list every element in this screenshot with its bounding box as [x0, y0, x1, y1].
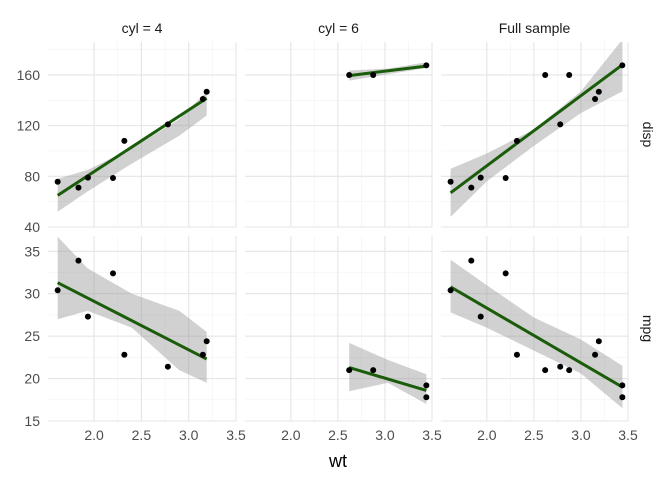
data-point [54, 178, 61, 185]
panel-mpg-2 [441, 236, 629, 422]
x-axis-title: wt [328, 451, 347, 471]
panel-data-mpg-0 [54, 236, 210, 383]
data-point [566, 71, 573, 78]
data-point [592, 96, 599, 103]
data-point [557, 363, 564, 370]
regression-line [348, 64, 427, 78]
data-point [370, 367, 377, 374]
panel-data-mpg-2 [447, 257, 626, 409]
panel-data-disp-0 [54, 88, 210, 212]
data-point [468, 184, 475, 191]
x-tick-label: 2.0 [281, 427, 301, 443]
data-point [423, 394, 430, 401]
facet-label-1: cyl = 6 [318, 20, 359, 36]
y-tick-label: 35 [24, 243, 40, 259]
y-tick-label: 15 [24, 413, 40, 429]
regression-line [56, 97, 208, 197]
data-point [75, 184, 82, 191]
panel-disp-0 [48, 42, 237, 228]
regression-line [56, 281, 208, 361]
y-tick-label: 30 [24, 286, 40, 302]
data-point [513, 351, 520, 358]
x-tick-label: 3.0 [571, 427, 591, 443]
data-point [468, 257, 475, 264]
panel-disp-1 [245, 42, 433, 228]
confidence-band [450, 259, 623, 409]
confidence-band [57, 91, 207, 212]
data-point [592, 351, 599, 358]
x-tick-label: 3.0 [179, 427, 199, 443]
regression-line [449, 63, 624, 194]
data-point [423, 382, 430, 389]
panel-disp-2 [441, 42, 629, 228]
data-point [477, 174, 484, 181]
x-tick-label: 3.0 [375, 427, 395, 443]
y-tick-label: 40 [24, 219, 40, 235]
data-point [75, 257, 82, 264]
panel-mpg-1 [245, 236, 433, 422]
data-point [84, 313, 91, 320]
data-point [164, 121, 171, 128]
data-point [370, 71, 377, 78]
facet-label-2: Full sample [499, 20, 571, 36]
facet-row-label-mpg: mpg [640, 315, 656, 342]
data-point [619, 382, 626, 389]
data-point [557, 121, 564, 128]
data-point [203, 88, 210, 95]
x-tick-label: 3.5 [618, 427, 638, 443]
data-point [542, 71, 549, 78]
data-point [346, 71, 353, 78]
data-point [346, 367, 353, 374]
data-point [199, 351, 206, 358]
panel-mpg-0 [48, 236, 237, 422]
data-point [121, 351, 128, 358]
x-tick-label: 3.5 [422, 427, 442, 443]
x-tick-label: 2.5 [328, 427, 348, 443]
y-tick-label: 160 [17, 67, 41, 83]
data-point [502, 270, 509, 277]
data-point [423, 62, 430, 69]
panel-data-disp-2 [447, 42, 626, 217]
data-point [595, 338, 602, 345]
data-point [110, 270, 117, 277]
data-point [619, 394, 626, 401]
facet-label-0: cyl = 4 [122, 20, 163, 36]
y-tick-label: 20 [24, 371, 40, 387]
y-tick-label: 80 [24, 168, 40, 184]
data-point [121, 137, 128, 144]
data-point [110, 174, 117, 181]
data-point [595, 88, 602, 95]
x-tick-label: 2.5 [132, 427, 152, 443]
facet-row-label-disp: disp [640, 122, 656, 148]
data-point [164, 363, 171, 370]
data-point [477, 313, 484, 320]
data-point [619, 62, 626, 69]
data-point [542, 367, 549, 374]
panel-data-mpg-1 [346, 342, 430, 404]
data-point [502, 174, 509, 181]
data-point [203, 338, 210, 345]
data-point [84, 174, 91, 181]
x-tick-label: 3.5 [226, 427, 246, 443]
data-point [447, 178, 454, 185]
data-point [566, 367, 573, 374]
data-point [199, 96, 206, 103]
confidence-band [57, 236, 207, 383]
y-tick-label: 25 [24, 328, 40, 344]
regression-line [348, 366, 427, 392]
y-tick-label: 120 [17, 118, 41, 134]
data-point [513, 137, 520, 144]
regression-line [449, 285, 624, 389]
x-tick-label: 2.0 [477, 427, 497, 443]
x-tick-label: 2.5 [524, 427, 544, 443]
confidence-band [349, 342, 427, 404]
data-point [447, 287, 454, 294]
panel-data-disp-1 [346, 62, 430, 81]
data-point [54, 287, 61, 294]
x-tick-label: 2.0 [84, 427, 104, 443]
